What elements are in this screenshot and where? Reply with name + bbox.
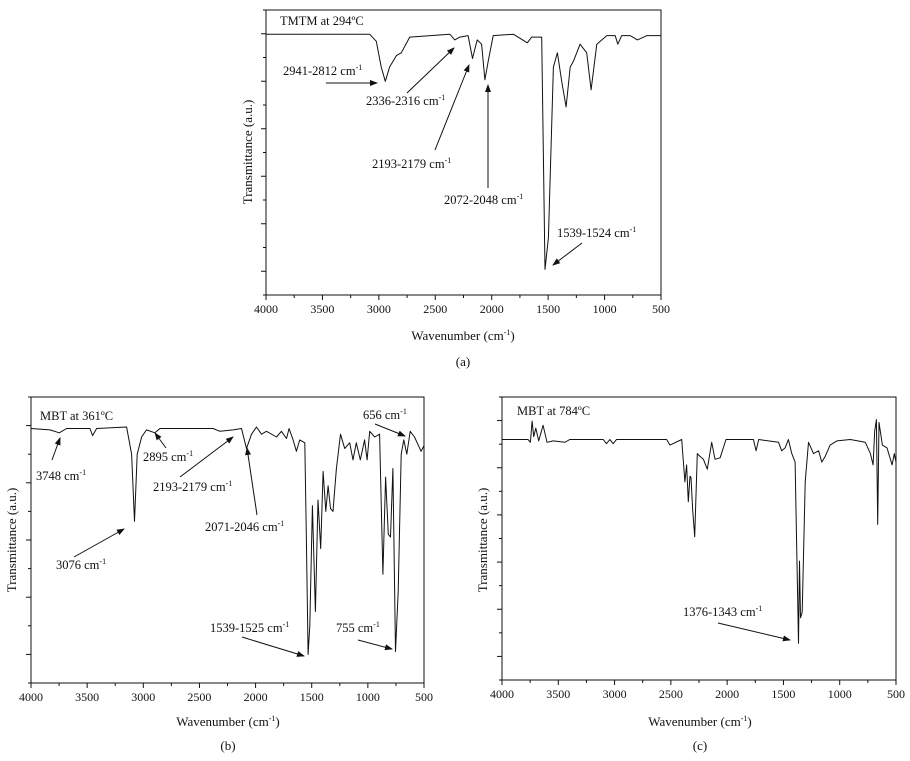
- annotation-label: 755 cm-1: [336, 620, 380, 635]
- plot-frame: [501, 396, 897, 681]
- x-tick-label: 1500: [300, 690, 324, 704]
- annotation-arrow: [73, 528, 125, 558]
- panel-label: (b): [220, 738, 235, 753]
- x-axis-label: Wavenumber (cm-1): [176, 714, 279, 729]
- annotation-label: 2071-2046 cm-1: [205, 519, 284, 534]
- annotation-arrow: [154, 432, 167, 449]
- panel-label: (c): [693, 738, 707, 753]
- x-tick-label: 3500: [546, 687, 570, 701]
- annotation-label: 1539-1525 cm-1: [210, 620, 289, 635]
- y-axis-label: Transmittance (a.u.): [475, 488, 490, 593]
- x-tick-label: 2000: [480, 302, 504, 316]
- annotation-arrow: [717, 622, 791, 642]
- plot-area: 4000 3500 3000 2500 2000 1500 1000 500: [254, 9, 670, 316]
- annotation-arrow: [245, 447, 258, 516]
- annotation-label: 2072-2048 cm-1: [444, 192, 523, 207]
- panel-a-title: TMTM at 294ºC: [280, 14, 364, 28]
- x-axis-label: Wavenumber (cm-1): [648, 714, 751, 729]
- x-tick-label: 3500: [310, 302, 334, 316]
- annotation-label: 3748 cm-1: [36, 468, 86, 483]
- x-axis-label: Wavenumber (cm-1): [411, 328, 514, 343]
- x-tick-label: 500: [415, 690, 433, 704]
- panel-c: MBT at 784ºC 1376-1343 cm-1 Wavenumber (…: [475, 404, 791, 753]
- panel-b-title: MBT at 361ºC: [40, 409, 113, 423]
- x-tick-label: 500: [887, 687, 905, 701]
- plot-area: 4000 3500 3000 2500 2000 1500 1000 500: [19, 396, 433, 704]
- spectrum-line: [266, 33, 661, 270]
- y-axis-label: Transmittance (a.u.): [240, 100, 255, 205]
- annotation-label: 2336-2316 cm-1: [366, 93, 445, 108]
- x-tick-label: 1000: [356, 690, 380, 704]
- annotation-label: 2941-2812 cm-1: [283, 63, 362, 78]
- annotation-arrow: [179, 436, 234, 478]
- x-tick-label: 1500: [536, 302, 560, 316]
- x-tick-label: 4000: [254, 302, 278, 316]
- spectrum-line: [30, 426, 425, 655]
- annotation-label: 3076 cm-1: [56, 557, 106, 572]
- annotation-arrow: [374, 423, 406, 437]
- annotation-label: 2193-2179 cm-1: [153, 479, 232, 494]
- annotation-label: 656 cm-1: [363, 407, 407, 422]
- x-tick-label: 2500: [187, 690, 211, 704]
- annotation-label: 1539-1524 cm-1: [557, 225, 636, 240]
- x-tick-label: 3500: [75, 690, 99, 704]
- annotation-label: 1376-1343 cm-1: [683, 604, 762, 619]
- annotation-arrow: [552, 242, 583, 266]
- x-tick-label: 2500: [659, 687, 683, 701]
- x-tick-label: 4000: [19, 690, 43, 704]
- x-tick-label: 1500: [771, 687, 795, 701]
- x-tick-label: 500: [652, 302, 670, 316]
- annotation-label: 2895 cm-1: [143, 449, 193, 464]
- plot-frame: [265, 9, 662, 296]
- x-tick-label: 2000: [244, 690, 268, 704]
- panel-label: (a): [456, 354, 470, 369]
- panel-a: TMTM at 294ºC 2941-2812 cm-1 2336-2316 c…: [240, 14, 636, 369]
- x-tick-label: 3000: [367, 302, 391, 316]
- annotation-arrow: [406, 47, 455, 94]
- annotation-arrow: [434, 64, 470, 151]
- annotation-arrow: [51, 437, 61, 461]
- x-tick-label: 2000: [715, 687, 739, 701]
- spectrum-line: [502, 419, 897, 644]
- x-tick-label: 4000: [490, 687, 514, 701]
- x-tick-label: 1000: [593, 302, 617, 316]
- panel-b: MBT at 361ºC 3748 cm-1 3076 cm-1 2895 cm…: [4, 407, 407, 753]
- x-tick-label: 3000: [131, 690, 155, 704]
- x-tick-label: 1000: [828, 687, 852, 701]
- x-tick-label: 3000: [603, 687, 627, 701]
- annotation-label: 2193-2179 cm-1: [372, 156, 451, 171]
- annotation-arrow: [241, 636, 305, 657]
- annotation-arrow: [357, 639, 393, 651]
- plot-area: 4000 3500 3000 2500 2000 1500 1000 500: [490, 396, 905, 701]
- y-axis-label: Transmittance (a.u.): [4, 488, 19, 593]
- panel-c-title: MBT at 784ºC: [517, 404, 590, 418]
- x-tick-label: 2500: [423, 302, 447, 316]
